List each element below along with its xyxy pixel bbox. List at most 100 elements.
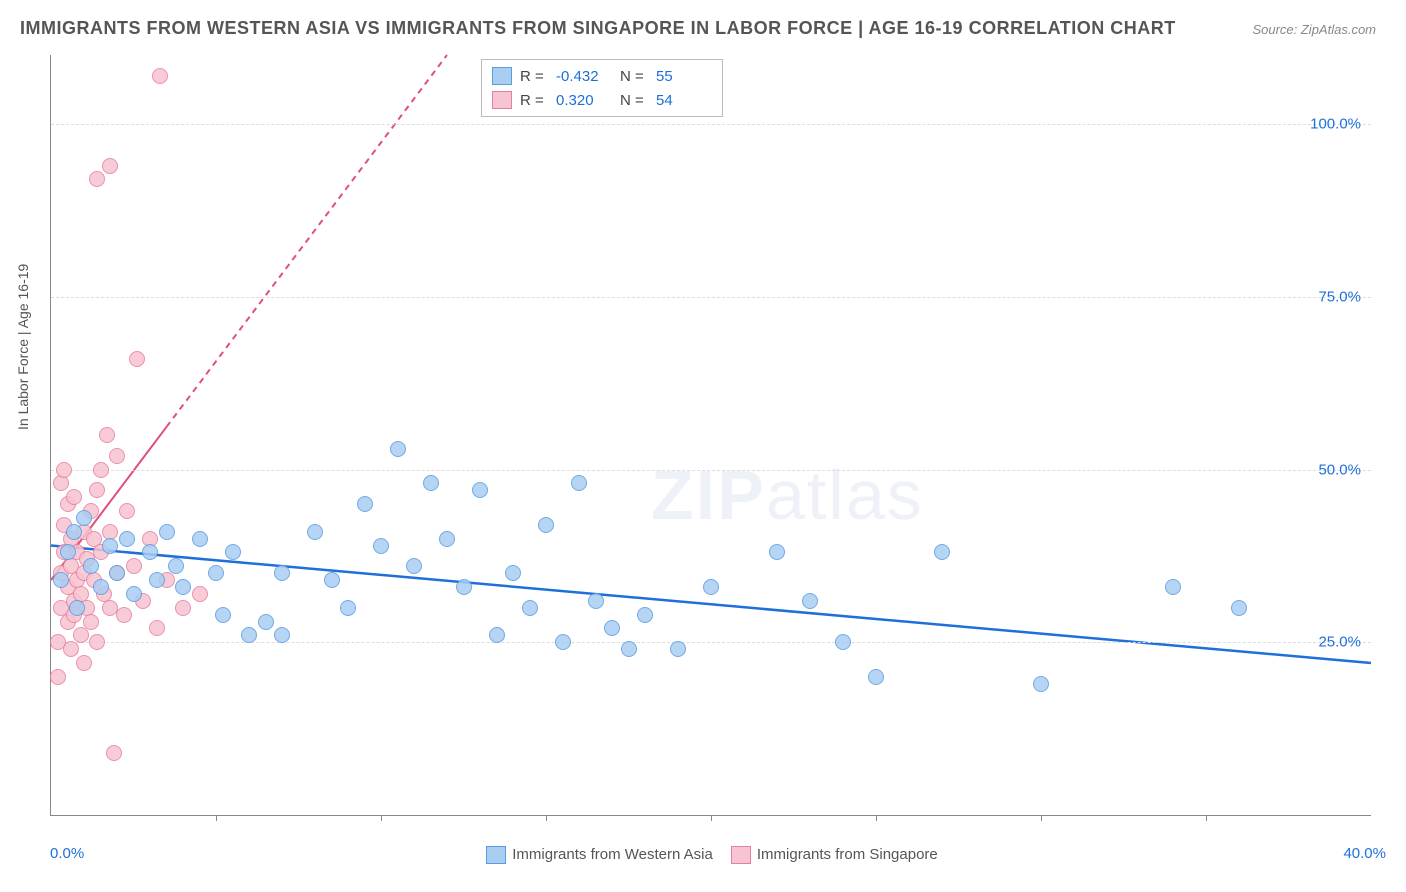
scatter-point-blue [637, 607, 653, 623]
trend-lines-svg [51, 55, 1371, 815]
y-tick-label: 25.0% [1318, 634, 1361, 651]
scatter-point-blue [604, 620, 620, 636]
scatter-point-pink [119, 503, 135, 519]
scatter-point-blue [456, 579, 472, 595]
series-label: Immigrants from Singapore [757, 846, 938, 863]
scatter-point-blue [489, 627, 505, 643]
scatter-point-blue [215, 607, 231, 623]
scatter-point-blue [69, 600, 85, 616]
scatter-point-blue [588, 593, 604, 609]
scatter-point-blue [126, 586, 142, 602]
scatter-point-blue [934, 544, 950, 560]
scatter-point-pink [102, 158, 118, 174]
y-tick-label: 75.0% [1318, 288, 1361, 305]
scatter-point-blue [472, 482, 488, 498]
trend-line [167, 55, 448, 427]
y-tick-label: 100.0% [1310, 116, 1361, 133]
y-tick-label: 50.0% [1318, 461, 1361, 478]
scatter-point-blue [83, 558, 99, 574]
x-tick [876, 815, 877, 821]
scatter-point-pink [50, 669, 66, 685]
r-label: R = [520, 68, 548, 85]
scatter-point-pink [149, 620, 165, 636]
scatter-point-pink [129, 351, 145, 367]
scatter-point-blue [324, 572, 340, 588]
scatter-point-pink [192, 586, 208, 602]
scatter-point-pink [56, 462, 72, 478]
gridline [51, 124, 1371, 125]
scatter-point-blue [76, 510, 92, 526]
scatter-point-blue [390, 441, 406, 457]
scatter-point-blue [1231, 600, 1247, 616]
scatter-point-blue [159, 524, 175, 540]
scatter-point-blue [357, 496, 373, 512]
scatter-point-pink [152, 68, 168, 84]
scatter-point-pink [89, 634, 105, 650]
scatter-point-blue [769, 544, 785, 560]
scatter-point-pink [106, 745, 122, 761]
n-label: N = [620, 92, 648, 109]
scatter-point-blue [142, 544, 158, 560]
series-swatch [731, 846, 751, 864]
bottom-legend: Immigrants from Western AsiaImmigrants f… [0, 846, 1406, 864]
scatter-point-blue [208, 565, 224, 581]
x-tick [1041, 815, 1042, 821]
scatter-point-blue [149, 572, 165, 588]
chart-title: IMMIGRANTS FROM WESTERN ASIA VS IMMIGRAN… [20, 18, 1176, 39]
source-label: Source: ZipAtlas.com [1252, 22, 1376, 37]
scatter-point-blue [53, 572, 69, 588]
scatter-point-blue [373, 538, 389, 554]
scatter-point-blue [66, 524, 82, 540]
plot-area: ZIPatlas R =-0.432N =55R = 0.320N =54 25… [50, 55, 1371, 816]
scatter-point-blue [60, 544, 76, 560]
r-label: R = [520, 92, 548, 109]
y-axis-label: In Labor Force | Age 16-19 [15, 264, 31, 430]
n-value: 55 [656, 68, 712, 85]
x-tick [711, 815, 712, 821]
scatter-point-blue [225, 544, 241, 560]
n-value: 54 [656, 92, 712, 109]
n-label: N = [620, 68, 648, 85]
scatter-point-blue [522, 600, 538, 616]
scatter-point-blue [168, 558, 184, 574]
scatter-point-pink [89, 482, 105, 498]
x-tick [381, 815, 382, 821]
scatter-point-blue [802, 593, 818, 609]
scatter-point-pink [109, 448, 125, 464]
scatter-point-blue [1033, 676, 1049, 692]
x-tick [1206, 815, 1207, 821]
scatter-point-blue [571, 475, 587, 491]
trend-line [51, 546, 1371, 663]
scatter-point-blue [340, 600, 356, 616]
scatter-point-blue [703, 579, 719, 595]
scatter-point-pink [93, 462, 109, 478]
scatter-point-blue [406, 558, 422, 574]
scatter-point-blue [175, 579, 191, 595]
legend-swatch [492, 91, 512, 109]
scatter-point-blue [555, 634, 571, 650]
x-tick [546, 815, 547, 821]
legend-row: R = 0.320 N = 54 [492, 88, 712, 112]
scatter-point-blue [439, 531, 455, 547]
scatter-point-blue [505, 565, 521, 581]
legend-swatch [492, 67, 512, 85]
scatter-point-blue [538, 517, 554, 533]
legend-row: R =-0.432N =55 [492, 64, 712, 88]
series-swatch [486, 846, 506, 864]
scatter-point-blue [307, 524, 323, 540]
correlation-legend: R =-0.432N =55R = 0.320N =54 [481, 59, 723, 117]
scatter-point-blue [192, 531, 208, 547]
scatter-point-blue [1165, 579, 1181, 595]
gridline [51, 297, 1371, 298]
gridline [51, 470, 1371, 471]
scatter-point-pink [73, 627, 89, 643]
x-tick [216, 815, 217, 821]
scatter-point-pink [53, 475, 69, 491]
scatter-point-blue [258, 614, 274, 630]
scatter-point-blue [93, 579, 109, 595]
scatter-point-blue [670, 641, 686, 657]
r-value: 0.320 [556, 92, 612, 109]
scatter-point-pink [89, 171, 105, 187]
scatter-point-blue [621, 641, 637, 657]
scatter-point-pink [76, 655, 92, 671]
